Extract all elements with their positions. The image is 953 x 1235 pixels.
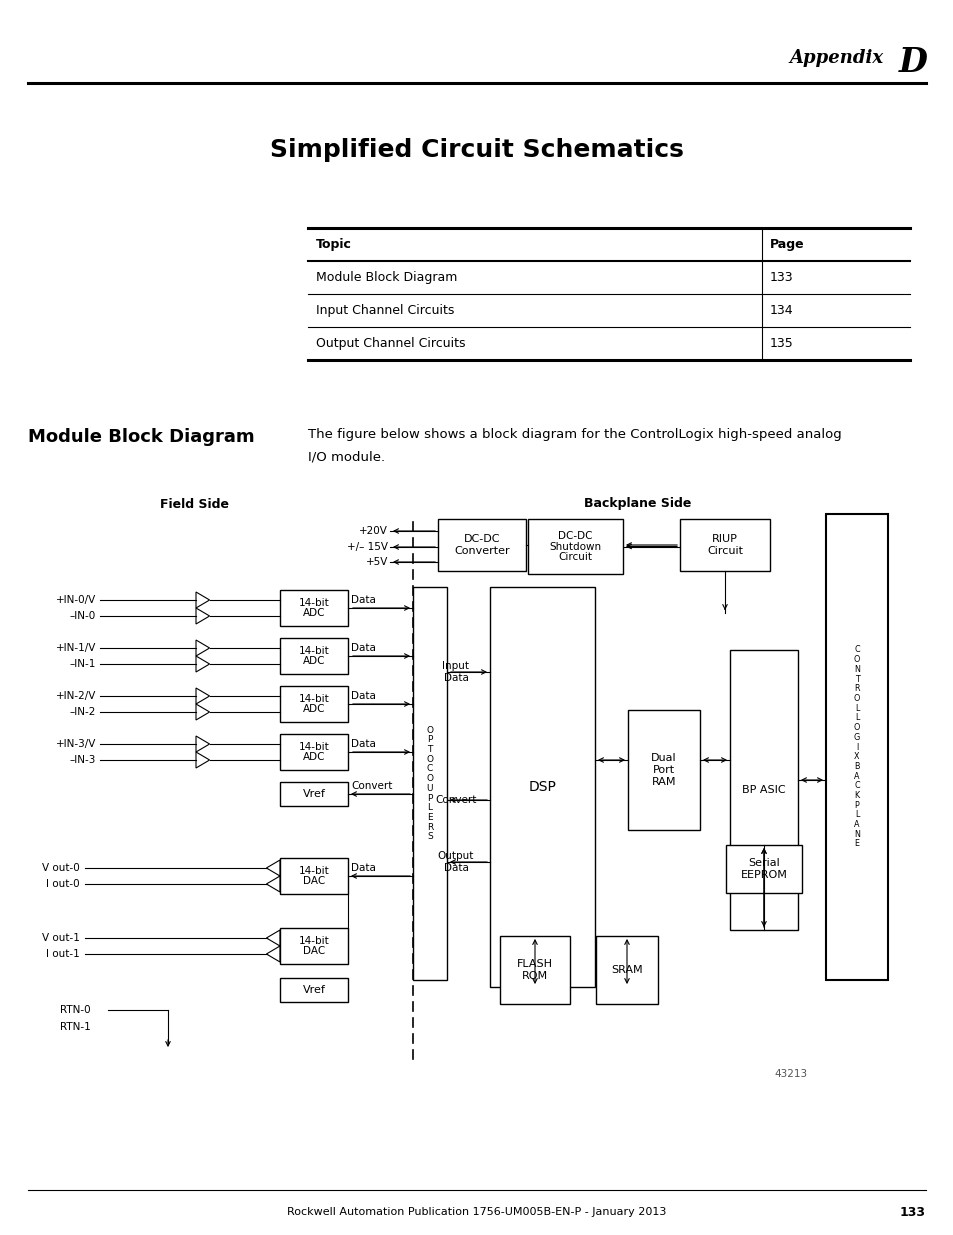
Text: D: D [898, 46, 927, 79]
Text: RAM: RAM [651, 777, 676, 787]
Text: FLASH: FLASH [517, 960, 553, 969]
Text: Field Side: Field Side [160, 498, 230, 510]
Text: Output Channel Circuits: Output Channel Circuits [315, 337, 465, 350]
Text: Input
Data: Input Data [442, 661, 469, 683]
Text: DAC: DAC [302, 877, 325, 887]
Text: V out-1: V out-1 [42, 932, 80, 944]
Bar [437, 519, 525, 571]
Text: 14-bit: 14-bit [298, 936, 329, 946]
Text: SRAM: SRAM [611, 965, 642, 974]
Text: DSP: DSP [528, 781, 556, 794]
Text: Topic: Topic [315, 238, 352, 251]
Text: Converter: Converter [454, 546, 509, 556]
Bar [679, 519, 769, 571]
Text: Module Block Diagram: Module Block Diagram [315, 270, 456, 284]
Bar [280, 638, 348, 674]
Text: Circuit: Circuit [706, 546, 742, 556]
Text: 14-bit: 14-bit [298, 866, 329, 876]
Text: Data: Data [351, 739, 375, 748]
Text: I out-1: I out-1 [46, 948, 80, 960]
Bar [280, 782, 348, 806]
Bar [490, 587, 595, 987]
Text: Appendix: Appendix [789, 49, 889, 67]
Text: Output
Data: Output Data [437, 851, 474, 873]
Text: 14-bit: 14-bit [298, 741, 329, 752]
Text: +IN-3/V: +IN-3/V [55, 739, 96, 748]
Text: Shutdown: Shutdown [549, 541, 601, 552]
Text: 43213: 43213 [774, 1070, 807, 1079]
Text: ADC: ADC [302, 657, 325, 667]
Text: EEPROM: EEPROM [740, 869, 786, 879]
Text: ROM: ROM [521, 971, 547, 981]
Bar [527, 519, 622, 574]
Text: Vref: Vref [302, 789, 325, 799]
Bar [413, 587, 447, 981]
Text: –IN-2: –IN-2 [70, 706, 96, 718]
Text: Serial: Serial [747, 858, 779, 868]
Text: +5V: +5V [365, 557, 388, 567]
Text: Circuit: Circuit [558, 552, 592, 562]
Text: Dual: Dual [651, 753, 676, 763]
Text: 135: 135 [769, 337, 793, 350]
Text: 134: 134 [769, 304, 793, 317]
Text: +IN-2/V: +IN-2/V [55, 692, 96, 701]
Text: Data: Data [351, 643, 375, 653]
Text: RTN-1: RTN-1 [60, 1023, 91, 1032]
Text: Simplified Circuit Schematics: Simplified Circuit Schematics [270, 138, 683, 162]
Text: O
P
T
O
C
O
U
P
L
E
R
S: O P T O C O U P L E R S [426, 726, 433, 841]
Bar [627, 710, 700, 830]
Text: Port: Port [652, 764, 675, 776]
Text: RIUP: RIUP [711, 535, 738, 545]
Text: 14-bit: 14-bit [298, 598, 329, 608]
Bar [280, 858, 348, 894]
Text: 14-bit: 14-bit [298, 694, 329, 704]
Bar [499, 936, 569, 1004]
Text: ADC: ADC [302, 609, 325, 619]
Bar [729, 650, 797, 930]
Text: DC-DC: DC-DC [463, 535, 499, 545]
Text: RTN-0: RTN-0 [60, 1005, 91, 1015]
Text: Data: Data [351, 692, 375, 701]
Bar [280, 734, 348, 769]
Text: –IN-3: –IN-3 [70, 755, 96, 764]
Text: –IN-1: –IN-1 [70, 659, 96, 669]
Text: Rockwell Automation Publication 1756-UM005B-EN-P - January 2013: Rockwell Automation Publication 1756-UM0… [287, 1207, 666, 1216]
Text: C
O
N
T
R
O
L
L
O
G
I
X
B
A
C
K
P
L
A
N
E: C O N T R O L L O G I X B A C K P L A N … [853, 646, 860, 848]
Text: 133: 133 [769, 270, 793, 284]
Text: I out-0: I out-0 [47, 879, 80, 889]
Text: +IN-1/V: +IN-1/V [55, 643, 96, 653]
Bar [280, 978, 348, 1002]
Text: I/O module.: I/O module. [308, 450, 385, 463]
Text: +20V: +20V [358, 526, 388, 536]
Text: The figure below shows a block diagram for the ControlLogix high-speed analog: The figure below shows a block diagram f… [308, 429, 841, 441]
Text: ADC: ADC [302, 752, 325, 762]
Text: +/– 15V: +/– 15V [347, 542, 388, 552]
Text: BP ASIC: BP ASIC [741, 785, 785, 795]
Text: +IN-0/V: +IN-0/V [55, 595, 96, 605]
Bar [825, 514, 887, 981]
Text: Vref: Vref [302, 986, 325, 995]
Text: Data: Data [351, 595, 375, 605]
Bar [596, 936, 658, 1004]
Text: Data: Data [351, 863, 375, 873]
Text: Backplane Side: Backplane Side [583, 498, 691, 510]
Text: Page: Page [769, 238, 803, 251]
Text: V out-0: V out-0 [42, 863, 80, 873]
Bar [280, 590, 348, 626]
Text: Convert: Convert [351, 781, 392, 790]
Bar [280, 927, 348, 965]
Bar [725, 845, 801, 893]
Text: Module Block Diagram: Module Block Diagram [28, 429, 254, 446]
Text: ADC: ADC [302, 704, 325, 714]
Text: Convert: Convert [435, 795, 476, 805]
Text: –IN-0: –IN-0 [70, 611, 96, 621]
Text: 14-bit: 14-bit [298, 646, 329, 656]
Bar [280, 685, 348, 722]
Text: Input Channel Circuits: Input Channel Circuits [315, 304, 454, 317]
Text: DC-DC: DC-DC [558, 531, 592, 541]
Text: 133: 133 [899, 1205, 925, 1219]
Text: DAC: DAC [302, 946, 325, 956]
